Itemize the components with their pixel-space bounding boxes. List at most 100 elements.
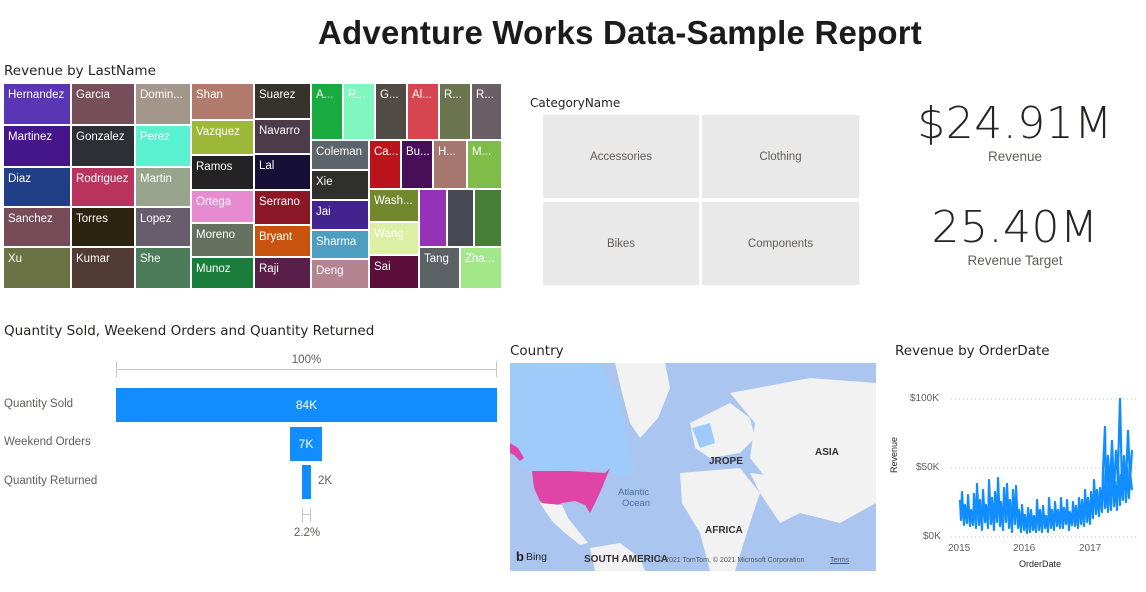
treemap-cell[interactable]: Deng [312,260,368,288]
treemap-cell[interactable]: Navarro [255,120,310,153]
treemap-cell[interactable]: Garcia [72,84,134,124]
treemap-cell[interactable]: Ca... [370,141,400,188]
slicer-title: CategoryName [530,96,621,110]
revenue-line-chart[interactable]: $100K $50K $0K Revenue 2015 2016 2017 Or… [886,360,1146,580]
revenue-target-value: 25.40M [931,202,1099,253]
treemap-cell[interactable]: R... [472,84,501,139]
treemap-cell[interactable]: Serrano [255,191,310,224]
treemap-cell[interactable]: Sanchez [4,208,70,246]
treemap-cell[interactable]: Munoz [192,258,253,288]
treemap-cell[interactable]: Vazquez [192,121,253,154]
treemap-cell[interactable]: Coleman [312,141,368,169]
treemap-cell[interactable]: Martinez [4,126,70,166]
y-tick-100k: $100K [910,393,939,404]
treemap-cell[interactable]: Lopez [136,208,190,246]
y-tick-50k: $50K [916,462,940,473]
line-chart-plot [951,397,1136,538]
x-axis-label: OrderDate [1019,559,1062,569]
bing-icon: b [516,549,524,564]
funnel-value-quantity-returned: 2K [318,475,333,487]
map-label-europe: JROPE [709,456,743,467]
slicer-item-components[interactable]: Components [702,202,859,285]
treemap-cell[interactable]: Suarez [255,84,310,118]
treemap-cell[interactable] [448,190,473,246]
treemap-cell[interactable]: Xie [312,171,368,199]
map-label-south-america: SOUTH AMERICA [584,554,669,565]
map-label-africa: AFRICA [705,525,743,536]
treemap-cell[interactable]: Lal [255,155,310,189]
treemap-cell[interactable]: Jai [312,201,368,229]
revenue-by-lastname-treemap[interactable]: Hernandez Martinez Diaz Sanchez Xu Garcia Gonz… [4,84,501,288]
treemap-cell[interactable]: Wang [370,223,418,254]
treemap-cell[interactable]: Kumar [72,248,134,288]
treemap-cell[interactable]: Wash... [370,190,418,221]
treemap-cell[interactable]: Torres [72,208,134,246]
revenue-label: Revenue [987,149,1043,164]
map-copyright: © 2021 TomTom, © 2021 Microsoft Corporat… [658,557,805,564]
country-map[interactable]: JROPE ASIA Atlantic Ocean AFRICA SOUTH A… [510,363,876,571]
treemap-cell[interactable]: Raji [255,258,310,288]
map-label-asia: ASIA [815,447,839,458]
treemap-cell[interactable]: Tang [420,248,459,288]
funnel-bar-quantity-returned[interactable] [302,465,311,499]
treemap-cell[interactable]: Sai [370,256,418,288]
treemap-cell[interactable]: R... [440,84,470,139]
x-tick-2015: 2015 [948,543,971,554]
funnel-top-bracket-line [116,369,497,370]
treemap-cell[interactable]: Al... [408,84,438,139]
slicer-item-bikes[interactable]: Bikes [543,202,699,285]
usa-shape [532,468,610,513]
map-label-atlantic: Atlantic [618,487,650,498]
funnel-bar-weekend-orders[interactable]: 7K [290,427,322,461]
treemap-cell[interactable]: G... [376,84,406,139]
treemap-cell[interactable]: Diaz [4,168,70,206]
treemap-cell[interactable] [420,190,446,246]
slicer-item-accessories[interactable]: Accessories [543,115,699,198]
treemap-cell[interactable]: Gonzalez [72,126,134,166]
treemap-cell[interactable]: She [136,248,190,288]
treemap-cell[interactable]: R... [344,84,374,139]
top-percent-label: 100% [291,354,322,366]
treemap-cell[interactable]: Shan [192,84,253,119]
category-slicer: Accessories Clothing Bikes Components [543,115,859,285]
map-terms-link[interactable]: Terms [830,557,850,564]
funnel-bar-quantity-sold[interactable]: 84K [116,388,497,422]
canada-shape [510,363,635,478]
world-map-svg [510,363,876,571]
treemap-cell[interactable]: Xu [4,248,70,288]
map-title: Country [510,343,564,359]
treemap-cell[interactable]: Domin... [136,84,190,124]
treemap-cell[interactable]: Rodriguez [72,168,134,206]
treemap-cell[interactable]: Martin [136,168,190,206]
funnel-bottom-percent: 2.2% [293,527,321,539]
treemap-cell[interactable] [475,190,501,246]
treemap-cell[interactable]: Moreno [192,224,253,256]
revenue-target-label: Revenue Target [967,253,1063,268]
funnel-bottom-bracket [302,508,311,522]
treemap-cell[interactable]: Zha... [461,248,501,288]
treemap-cell[interactable]: M... [468,141,501,188]
revenue-card: $24.91M Revenue [900,98,1130,164]
treemap-cell[interactable]: Bryant [255,226,310,256]
x-tick-2016: 2016 [1013,543,1036,554]
treemap-cell[interactable]: H... [434,141,466,188]
funnel-top-bracket-left [116,361,117,377]
treemap-cell[interactable]: Hernandez [4,84,70,124]
line-chart-title: Revenue by OrderDate [895,343,1050,359]
revenue-target-card: 25.40M Revenue Target [900,202,1130,268]
slicer-item-clothing[interactable]: Clothing [702,115,859,198]
x-tick-2017: 2017 [1079,543,1102,554]
bing-logo: b Bing [516,549,547,564]
treemap-cell[interactable]: A... [312,84,342,139]
treemap-cell[interactable]: Sharma [312,231,368,258]
treemap-cell[interactable]: Perez [136,126,190,166]
funnel-top-percent: 100% [116,348,497,367]
funnel-top-bracket-right [496,361,497,377]
report-title: Adventure Works Data-Sample Report [318,14,922,51]
treemap-cell[interactable]: Ortega [192,191,253,222]
funnel-label-quantity-sold: Quantity Sold [4,398,74,410]
treemap-cell[interactable]: Bu... [402,141,432,188]
bing-label: Bing [525,550,547,563]
funnel-label-quantity-returned: Quantity Returned [4,475,98,487]
treemap-cell[interactable]: Ramos [192,156,253,189]
